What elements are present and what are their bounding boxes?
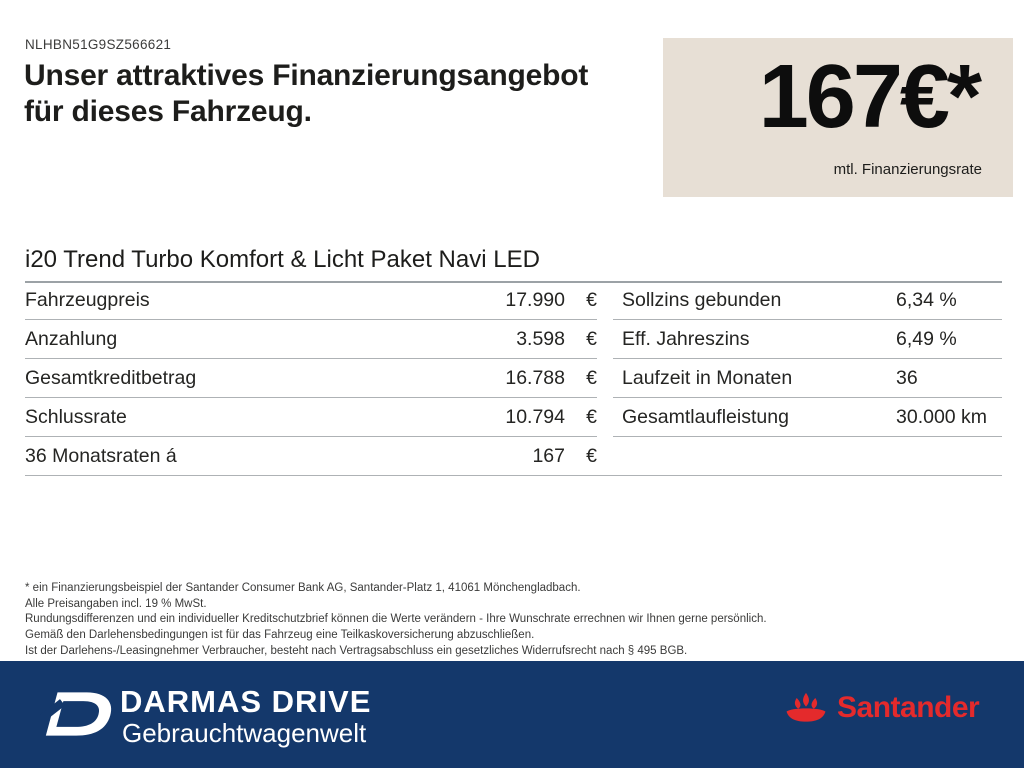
darmas-d-logo-icon bbox=[40, 692, 112, 736]
row-label: Anzahlung bbox=[25, 327, 118, 350]
table-row: Laufzeit in Monaten 36 bbox=[613, 359, 1002, 398]
table-row: Anzahlung 3.598 € bbox=[25, 320, 597, 359]
table-row: Sollzins gebunden 6,34 % bbox=[613, 281, 1002, 320]
monthly-rate-amount: 167€* bbox=[758, 47, 982, 147]
page-title-line1: Unser attraktives Finanzierungsangebot bbox=[24, 59, 589, 92]
table-row: Eff. Jahreszins 6,49 % bbox=[613, 320, 1002, 359]
monthly-rate-box: 167€* mtl. Finanzierungsrate bbox=[663, 38, 1013, 197]
row-label: Eff. Jahreszins bbox=[622, 327, 750, 350]
row-value: 16.788 bbox=[505, 366, 565, 389]
dealer-name: DARMAS DRIVE bbox=[120, 684, 372, 719]
row-label: Gesamtlaufleistung bbox=[622, 405, 789, 428]
row-label: Fahrzeugpreis bbox=[25, 288, 150, 311]
page-title: Unser attraktives Finanzierungsangebot f… bbox=[24, 58, 588, 130]
row-currency: € bbox=[586, 288, 597, 311]
table-row: Fahrzeugpreis 17.990 € bbox=[25, 281, 597, 320]
row-label: Gesamtkreditbetrag bbox=[25, 366, 197, 389]
santander-wordmark: Santander bbox=[837, 691, 980, 724]
santander-logo: Santander bbox=[783, 690, 980, 726]
row-inner: 36 Monatsraten á 167 € bbox=[25, 445, 597, 468]
row-label: Sollzins gebunden bbox=[622, 288, 782, 311]
vehicle-title: i20 Trend Turbo Komfort & Licht Paket Na… bbox=[25, 246, 1002, 283]
santander-flame-icon bbox=[786, 692, 826, 722]
row-value: 6,49 % bbox=[896, 327, 957, 350]
row-currency: € bbox=[586, 366, 597, 389]
table-row-monthly-installments: 36 Monatsraten á 167 € bbox=[25, 437, 1002, 476]
vehicle-vin: NLHBN51G9SZ566621 bbox=[25, 37, 172, 52]
row-value: 36 bbox=[896, 366, 918, 389]
page-title-line2: für dieses Fahrzeug. bbox=[24, 95, 312, 128]
row-value: 30.000 km bbox=[896, 405, 988, 428]
row-value: 3.598 bbox=[516, 327, 565, 350]
disclaimer-line: Rundungsdifferenzen und ein individuelle… bbox=[25, 613, 767, 626]
row-currency: € bbox=[586, 327, 597, 350]
disclaimer-line: Gemäß den Darlehensbedingungen ist für d… bbox=[25, 629, 535, 642]
row-value: 6,34 % bbox=[896, 288, 957, 311]
monthly-rate-caption: mtl. Finanzierungsrate bbox=[833, 161, 982, 178]
row-currency: € bbox=[586, 405, 597, 428]
row-value: 167 bbox=[532, 444, 565, 467]
row-label: Schlussrate bbox=[25, 405, 127, 428]
legal-disclaimer: * ein Finanzierungsbeispiel der Santande… bbox=[25, 581, 767, 660]
row-value: 10.794 bbox=[505, 405, 565, 428]
dealer-subtitle: Gebrauchtwagenwelt bbox=[122, 718, 367, 748]
disclaimer-line: * ein Finanzierungsbeispiel der Santande… bbox=[25, 582, 581, 594]
disclaimer-line: Ist der Darlehens-/Leasingnehmer Verbrau… bbox=[25, 644, 688, 657]
table-row: Gesamtkreditbetrag 16.788 € bbox=[25, 359, 597, 398]
finance-table-right: Sollzins gebunden 6,34 % Eff. Jahreszins… bbox=[613, 281, 1002, 437]
disclaimer-line: Alle Preisangaben incl. 19 % MwSt. bbox=[25, 597, 207, 610]
row-label: 36 Monatsraten á bbox=[25, 444, 177, 467]
row-value: 17.990 bbox=[505, 288, 565, 311]
table-row: Gesamtlaufleistung 30.000 km bbox=[613, 398, 1002, 437]
row-currency: € bbox=[586, 444, 597, 467]
footer-bar bbox=[0, 661, 1024, 768]
table-row: Schlussrate 10.794 € bbox=[25, 398, 597, 437]
finance-table-left: Fahrzeugpreis 17.990 € Anzahlung 3.598 €… bbox=[25, 281, 597, 437]
row-label: Laufzeit in Monaten bbox=[622, 366, 793, 389]
